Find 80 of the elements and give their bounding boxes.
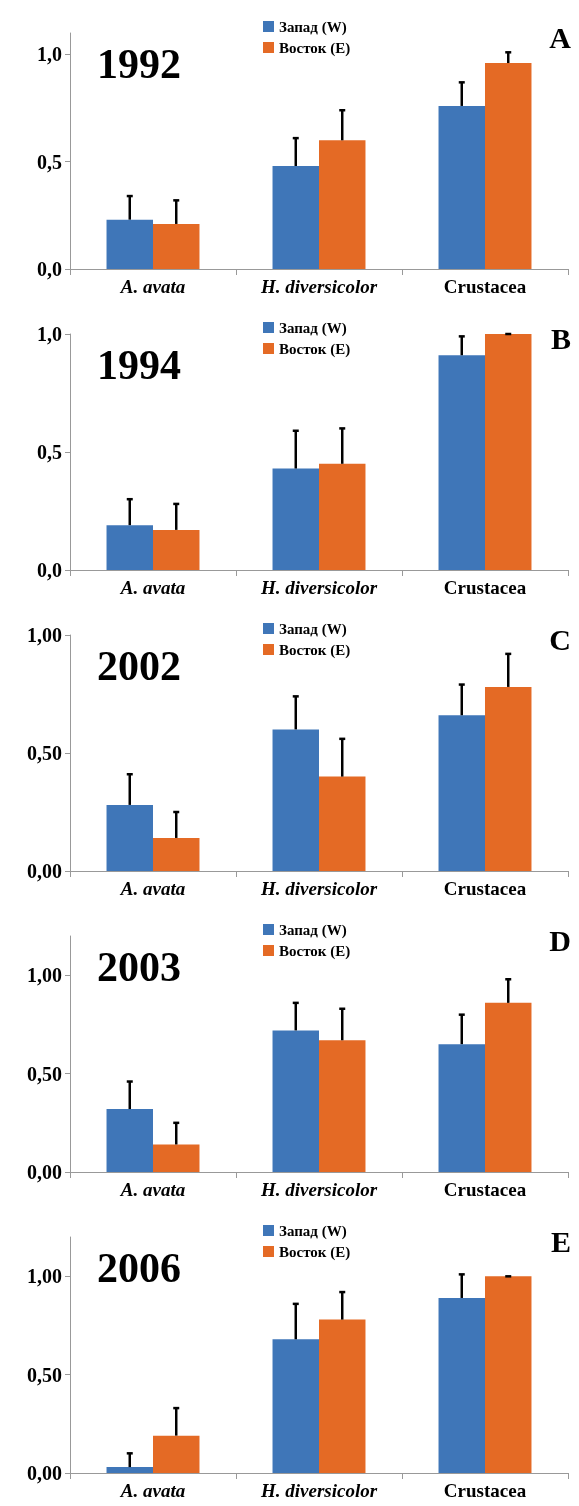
bar <box>106 525 153 570</box>
x-tick-label: Crustacea <box>443 1179 527 1200</box>
bar <box>106 804 153 871</box>
y-tick-label: 1,00 <box>27 624 62 646</box>
annotation: C <box>549 622 572 656</box>
chart-title: 2002 <box>97 643 181 689</box>
legend-label: Запад (W) <box>279 620 347 638</box>
y-tick-label: 1,0 <box>37 323 62 345</box>
bar <box>438 105 485 269</box>
bar <box>272 1030 319 1172</box>
bar <box>106 1467 153 1473</box>
x-tick-label: A. avata <box>119 577 186 598</box>
x-tick-label: A. avata <box>119 1480 186 1501</box>
y-tick-label: 0,00 <box>27 860 62 882</box>
bar <box>106 219 153 269</box>
bar <box>272 1339 319 1473</box>
annotation: D <box>549 923 572 957</box>
bar <box>438 715 485 871</box>
bar <box>485 334 532 570</box>
y-tick-label: 0,50 <box>27 742 62 764</box>
bar <box>438 1044 485 1172</box>
legend-label: Запад (W) <box>279 1222 347 1240</box>
bar <box>319 463 366 570</box>
bar <box>438 355 485 570</box>
y-tick-label: 0,50 <box>27 1062 62 1085</box>
legend-label: Восток (E) <box>279 641 351 659</box>
y-tick-label: 0,00 <box>27 1161 62 1183</box>
legend-label: Запад (W) <box>279 921 347 939</box>
y-tick-label: 1,00 <box>27 964 62 987</box>
x-tick-label: Crustacea <box>443 577 527 598</box>
chart-title: 1992 <box>97 41 181 87</box>
y-tick-label: 0,5 <box>37 441 62 463</box>
bar <box>485 1002 532 1172</box>
x-tick-label: A. avata <box>119 878 186 899</box>
chart-title: 1994 <box>97 342 181 388</box>
bar <box>485 686 532 871</box>
bar <box>153 837 200 871</box>
y-tick-label: 0,50 <box>27 1363 62 1386</box>
y-tick-label: 1,0 <box>37 43 62 66</box>
bar <box>438 1297 485 1473</box>
annotation: A <box>549 20 572 54</box>
bar <box>319 1040 366 1172</box>
y-tick-label: 0,00 <box>27 1462 62 1484</box>
bar <box>272 729 319 871</box>
bar <box>319 776 366 871</box>
x-tick-label: H. diversicolor <box>259 878 378 899</box>
legend-label: Восток (E) <box>279 340 351 358</box>
bar <box>153 529 200 570</box>
y-tick-label: 1,00 <box>27 1265 62 1288</box>
x-tick-label: H. diversicolor <box>259 1179 378 1200</box>
bar <box>153 1144 200 1172</box>
bar <box>153 1435 200 1473</box>
x-tick-label: H. diversicolor <box>259 577 378 598</box>
x-tick-label: Crustacea <box>443 878 527 899</box>
legend-label: Восток (E) <box>279 1243 351 1261</box>
legend-label: Восток (E) <box>279 39 351 57</box>
bar <box>106 1109 153 1172</box>
y-tick-label: 0,0 <box>37 258 62 280</box>
bar <box>485 1276 532 1473</box>
x-tick-label: A. avata <box>119 276 186 297</box>
x-tick-label: Crustacea <box>443 276 527 297</box>
chart-title: 2003 <box>97 944 181 990</box>
annotation: B <box>550 321 572 355</box>
y-tick-label: 0,0 <box>37 559 62 581</box>
legend-label: Запад (W) <box>279 319 347 337</box>
x-tick-label: A. avata <box>119 1179 186 1200</box>
x-tick-label: H. diversicolor <box>259 1480 378 1501</box>
y-tick-label: 0,5 <box>37 150 62 173</box>
legend-label: Восток (E) <box>279 942 351 960</box>
bar <box>272 166 319 269</box>
bar <box>272 468 319 570</box>
bar <box>153 223 200 269</box>
annotation: E <box>550 1224 572 1258</box>
bar <box>319 1319 366 1473</box>
bar <box>319 140 366 269</box>
x-tick-label: H. diversicolor <box>259 276 378 297</box>
bar <box>485 63 532 269</box>
legend-label: Запад (W) <box>279 18 347 36</box>
x-tick-label: Crustacea <box>443 1480 527 1501</box>
chart-title: 2006 <box>97 1245 181 1291</box>
